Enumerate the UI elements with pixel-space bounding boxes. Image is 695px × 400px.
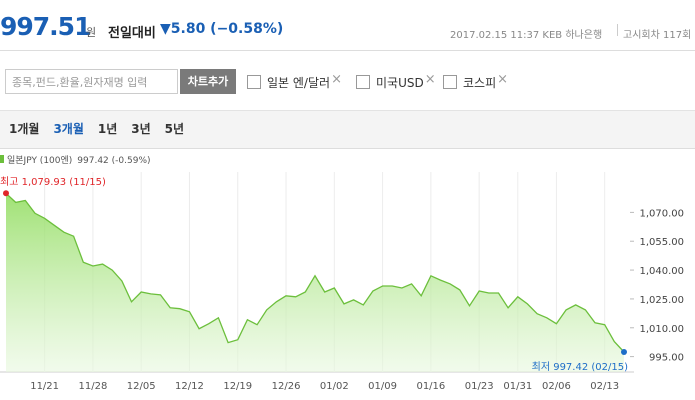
x-tick-label: 01/09 xyxy=(368,381,397,392)
remove-icon[interactable]: × xyxy=(331,72,342,87)
period-tab[interactable]: 1개월 xyxy=(9,122,40,136)
x-tick-label: 01/16 xyxy=(416,381,445,392)
period-tab[interactable]: 1년 xyxy=(97,122,118,136)
legend-swatch xyxy=(0,155,4,163)
low-marker xyxy=(621,348,627,355)
y-tick-label: 995.00 xyxy=(649,353,684,364)
checkbox[interactable] xyxy=(443,75,457,89)
x-tick-label: 12/26 xyxy=(272,381,301,392)
y-tick-label: 1,010.00 xyxy=(639,324,684,335)
compare-label[interactable]: 일본 엔/달러 xyxy=(267,76,331,90)
area xyxy=(6,193,624,372)
compare-label[interactable]: 코스피 xyxy=(463,76,497,90)
remove-icon[interactable]: × xyxy=(424,72,436,87)
separator xyxy=(617,24,618,36)
change-label: 전일대비 xyxy=(108,26,156,41)
price: 997.51 xyxy=(0,12,91,41)
y-tick-label: 1,070.00 xyxy=(639,208,684,219)
quote-info: 2017.02.15 11:37 KEB 하나은행 xyxy=(450,30,603,41)
checkbox[interactable] xyxy=(356,75,370,89)
y-tick-label: 1,040.00 xyxy=(639,266,684,277)
x-tick-label: 01/23 xyxy=(465,381,494,392)
legend-name: 일본JPY (100엔) xyxy=(7,155,72,166)
chart: 11/21 11/28 12/05 12/12 12/19 12/26 01/02 01/09… xyxy=(0,155,684,392)
low-label: 최저 997.42 (02/15) xyxy=(532,361,628,373)
legend-value: 997.42 (-0.59%) xyxy=(77,156,150,166)
y-tick-label: 1,025.00 xyxy=(639,295,684,306)
y-tick-label: 1,055.00 xyxy=(639,237,684,248)
high-marker xyxy=(3,190,9,197)
x-tick-label: 01/31 xyxy=(503,381,532,392)
period-tab[interactable]: 5년 xyxy=(164,122,185,136)
x-tick-label: 12/12 xyxy=(175,381,204,392)
divider xyxy=(0,50,695,51)
x-tick-label: 01/02 xyxy=(320,381,349,392)
line xyxy=(5,192,625,353)
period-tab[interactable]: 3년 xyxy=(131,122,151,136)
search-input[interactable]: 종목,펀드,환율,원자재명 입력 xyxy=(5,69,178,94)
compare-label[interactable]: 미국USD xyxy=(376,76,424,90)
period-tab[interactable]: 3개월 xyxy=(53,122,84,136)
checkbox[interactable] xyxy=(247,75,261,89)
round: 고시회차 117회 xyxy=(623,30,692,41)
change: ▼5.80 (−0.58%) xyxy=(160,21,284,37)
period-bar xyxy=(0,110,695,149)
remove-icon[interactable]: × xyxy=(497,72,509,87)
x-tick-label: 11/21 xyxy=(30,381,59,392)
x-tick-label: 12/19 xyxy=(223,381,252,392)
x-tick-label: 11/28 xyxy=(78,381,107,392)
add-button[interactable]: 차트추가 xyxy=(180,69,236,94)
x-tick-label: 02/06 xyxy=(542,381,571,392)
high-label: 최고 1,079.93 (11/15) xyxy=(0,176,106,188)
x-tick-label: 02/13 xyxy=(590,381,619,392)
x-tick-label: 12/05 xyxy=(127,381,156,392)
price-unit: 원 xyxy=(86,26,97,39)
